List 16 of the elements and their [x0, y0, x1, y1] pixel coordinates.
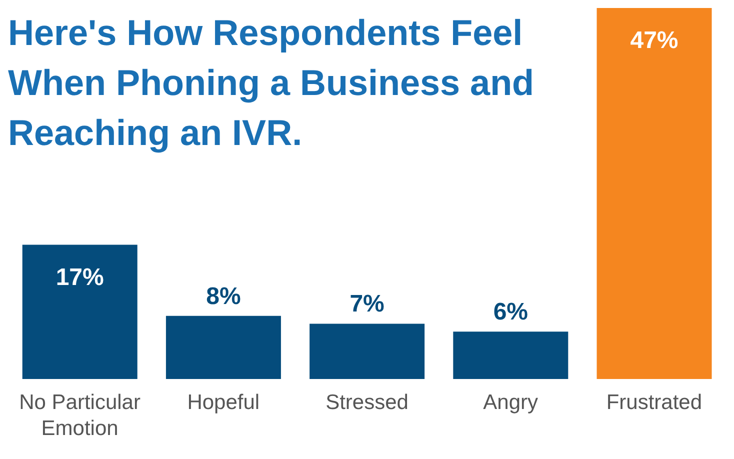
bar: [22, 244, 138, 379]
bar: [453, 332, 568, 379]
x-tick-label: No Particular Emotion: [19, 391, 140, 440]
data-label: 7%: [350, 290, 384, 318]
x-tick-label: Angry: [483, 391, 539, 414]
bar: [596, 8, 712, 379]
x-tick-label: Hopeful: [187, 391, 260, 414]
data-label: 6%: [493, 298, 528, 326]
x-tick-label: Frustrated: [606, 391, 702, 414]
x-tick-label: Stressed: [326, 391, 408, 414]
bar: [166, 316, 281, 379]
bar: [310, 324, 425, 379]
data-label: 17%: [56, 264, 104, 291]
data-label: 8%: [206, 282, 241, 310]
data-label: 47%: [630, 27, 678, 54]
text: Here's How Respondents Feel When Phoning a Business and Reaching an IVR.: [8, 11, 536, 155]
